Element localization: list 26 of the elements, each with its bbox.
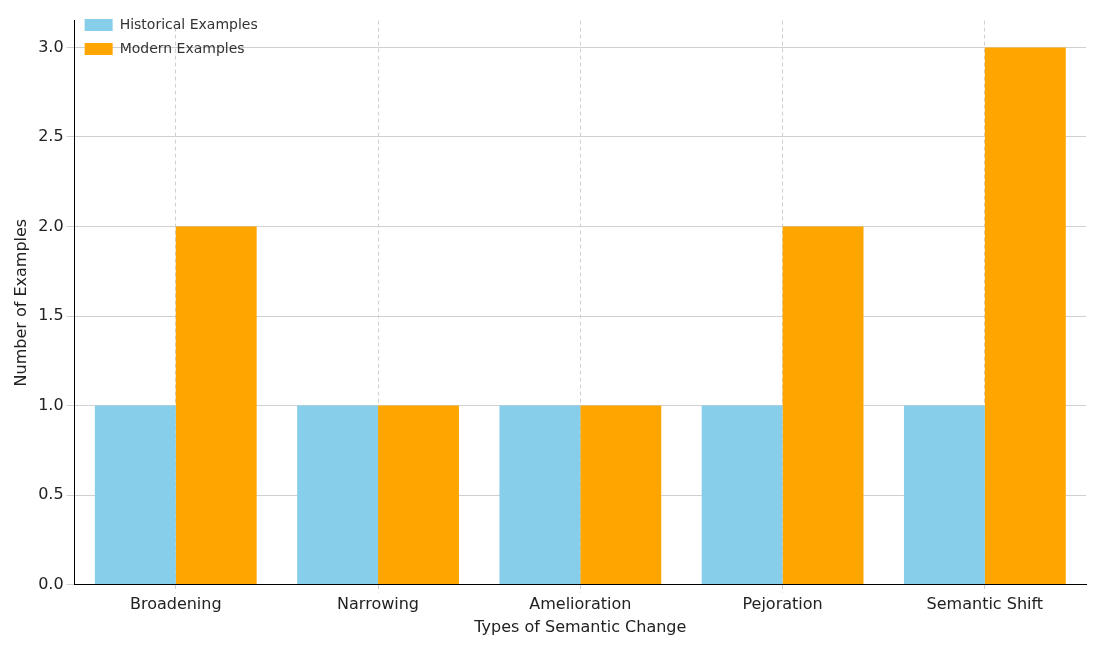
x-tick-label: Semantic Shift [926, 594, 1044, 614]
x-tick-label: Broadening [129, 594, 222, 614]
y-tick-label: 0.5 [38, 484, 64, 504]
x-tick-label: Narrowing [337, 594, 420, 614]
bar [378, 405, 459, 585]
bar [297, 405, 379, 585]
x-axis-title: Types of Semantic Change [473, 616, 687, 636]
y-tick-label: 0.0 [38, 573, 64, 593]
bar [903, 405, 985, 585]
bar [94, 405, 176, 585]
bar [701, 405, 783, 585]
x-tick-label: Amelioration [529, 594, 632, 614]
bar [499, 405, 581, 585]
legend-label: Modern Examples [119, 39, 245, 56]
y-axis-title: Number of Examples [10, 218, 30, 387]
y-tick-label: 1.5 [38, 305, 64, 325]
legend-label: Historical Examples [119, 15, 258, 32]
y-tick-label: 3.0 [38, 36, 64, 56]
y-tick-label: 1.0 [38, 394, 64, 414]
bar [175, 226, 257, 585]
x-tick-label: Pejoration [742, 594, 823, 614]
bar [580, 405, 662, 585]
bar [782, 226, 864, 585]
bar [984, 47, 1066, 585]
y-tick-label: 2.0 [38, 215, 64, 235]
y-tick-label: 2.5 [38, 126, 64, 146]
